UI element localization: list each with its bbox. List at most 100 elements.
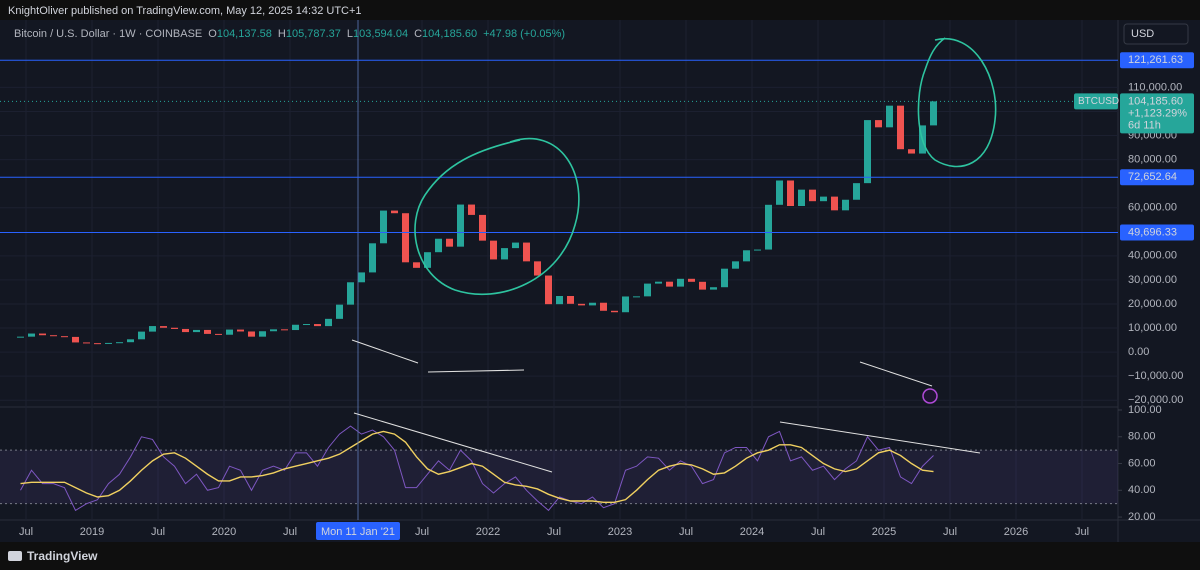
logo	[8, 551, 22, 561]
x-tick-label: Jul	[1075, 526, 1089, 538]
trend-line	[351, 339, 419, 364]
last-price: 104,185.60	[1128, 95, 1183, 107]
candle	[204, 329, 211, 334]
publish-header: KnightOliver published on TradingView.co…	[8, 5, 362, 17]
candle	[237, 329, 244, 332]
crosshair-label: Mon 11 Jan '21	[321, 526, 395, 538]
candle	[765, 204, 772, 250]
overlay: 110,000.00100,000.0090,000.0080,000.0060…	[0, 20, 1194, 540]
candle	[50, 335, 57, 337]
candle	[908, 149, 915, 154]
countdown: 6d 11h	[1128, 119, 1161, 131]
candle	[699, 281, 706, 290]
candle	[754, 249, 761, 251]
candle	[468, 204, 475, 215]
candle	[182, 328, 189, 333]
x-tick-label: 2019	[80, 526, 104, 538]
x-tick-label: Jul	[283, 526, 297, 538]
x-tick-label: Jul	[415, 526, 429, 538]
legend-key: H	[278, 28, 286, 40]
candle	[534, 261, 541, 276]
candle	[600, 302, 607, 311]
candle	[831, 196, 838, 211]
y-tick-label: 40,000.00	[1128, 250, 1177, 262]
legend-key: O	[208, 28, 217, 40]
trend-line	[859, 361, 933, 387]
level-label: 121,261.63	[1128, 54, 1183, 66]
y-tick-label: 60,000.00	[1128, 202, 1177, 214]
series-tag: BTCUSD	[1078, 96, 1119, 107]
series-tag-box	[1074, 93, 1118, 110]
trend-line	[353, 412, 553, 473]
alert-icon[interactable]	[922, 388, 938, 404]
candle	[72, 336, 79, 343]
legend-value: 103,594.04	[353, 28, 408, 40]
candle	[171, 327, 178, 329]
candle	[402, 213, 409, 263]
candle	[446, 238, 453, 247]
x-tick-label: 2022	[476, 526, 500, 538]
candle	[490, 240, 497, 260]
rsi-line	[20, 425, 934, 512]
legend-key: C	[414, 28, 422, 40]
candle	[424, 252, 431, 268]
legend-key: L	[347, 28, 353, 40]
y-tick-label: −10,000.00	[1128, 370, 1183, 382]
candle	[721, 268, 728, 288]
last-price-box	[1120, 93, 1194, 134]
candle	[138, 331, 145, 340]
candle	[776, 180, 783, 205]
rsi-tick-label: 100.00	[1128, 404, 1162, 416]
candle	[556, 295, 563, 305]
x-tick-label: 2024	[740, 526, 764, 538]
candles	[17, 101, 937, 345]
candle	[787, 180, 794, 207]
candle	[622, 296, 629, 313]
x-tick-label: 2026	[1004, 526, 1028, 538]
candle	[336, 304, 343, 319]
x-tick-label: Jul	[19, 526, 33, 538]
y-tick-label: 80,000.00	[1128, 153, 1177, 165]
candle	[325, 318, 332, 327]
candle	[886, 105, 893, 128]
x-tick-label: 2023	[608, 526, 632, 538]
layers: 110,000.00100,000.0090,000.0080,000.0060…	[0, 20, 1194, 540]
legend-value: 105,787.37	[286, 28, 341, 40]
candle	[270, 329, 277, 332]
level-label: 72,652.64	[1128, 171, 1177, 183]
candle	[61, 336, 68, 338]
x-tick-label: Jul	[811, 526, 825, 538]
rsi-pane	[0, 409, 1122, 518]
currency-box[interactable]	[1123, 23, 1189, 45]
trend-line	[779, 421, 981, 454]
footer: TradingView	[27, 549, 98, 563]
candle	[127, 339, 134, 343]
candle	[655, 281, 662, 284]
candle	[644, 283, 651, 297]
y-tick-label: −20,000.00	[1128, 394, 1183, 406]
rsi-ma-line	[20, 430, 934, 504]
candle	[380, 210, 387, 244]
candle	[369, 243, 376, 273]
legend-value: 104,137.58	[217, 28, 272, 40]
candle	[479, 214, 486, 241]
candle	[853, 183, 860, 200]
currency: USD	[1131, 28, 1154, 40]
candle	[512, 242, 519, 249]
candle	[897, 105, 904, 150]
x-tick-label: 2020	[212, 526, 236, 538]
rsi-tick-label: 40.00	[1128, 484, 1156, 496]
x-tick-label: Jul	[943, 526, 957, 538]
trend-line	[427, 369, 525, 373]
level-label-box	[1120, 169, 1194, 186]
candle	[226, 329, 233, 335]
x-tick-label: Jul	[679, 526, 693, 538]
candle	[710, 287, 717, 290]
candle	[358, 272, 365, 283]
candle	[666, 281, 673, 287]
candle	[567, 295, 574, 304]
candle	[809, 189, 816, 202]
candle	[94, 343, 101, 345]
y-tick-label: 0.00	[1128, 346, 1149, 358]
